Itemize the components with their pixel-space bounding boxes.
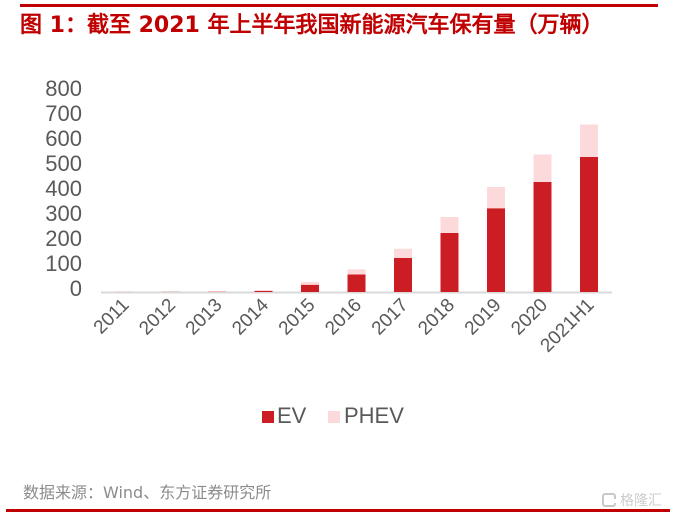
x-tick-label: 2017	[368, 295, 413, 340]
data-source-note: 数据来源：Wind、东方证券研究所	[23, 483, 272, 502]
bar-phev-2016	[347, 269, 366, 275]
y-tick-label: 200	[45, 226, 82, 251]
x-tick-label: 2015	[275, 295, 320, 340]
x-tick-label: 2011	[90, 295, 134, 339]
chart-title: 图 1：截至 2021 年上半年我国新能源汽车保有量（万辆）	[20, 13, 604, 38]
y-tick-label: 600	[45, 126, 82, 151]
legend-phev-label: PHEV	[344, 403, 404, 428]
bar-phev-2015	[301, 282, 319, 285]
bar-ev-2014	[254, 291, 273, 292]
bar-ev-2020	[533, 182, 552, 292]
bar-phev-2020	[533, 154, 552, 182]
x-tick-label: 2016	[321, 295, 366, 340]
legend: EV PHEV	[262, 403, 404, 428]
bar-phev-2018	[440, 217, 459, 233]
y-tick-label: 100	[45, 251, 82, 276]
legend-ev-label: EV	[277, 403, 307, 428]
bar-ev-2019	[487, 208, 505, 292]
y-tick-label: 400	[45, 176, 82, 201]
x-tick-label: 2018	[414, 295, 459, 340]
bar-phev-2014	[254, 290, 273, 291]
bar-phev-2021H1	[580, 124, 598, 157]
y-tick-label: 500	[45, 151, 82, 176]
bar-ev-2021H1	[580, 157, 598, 292]
bar-phev-2017	[394, 248, 412, 258]
y-tick-label: 700	[45, 101, 82, 126]
bar-ev-2018	[440, 233, 459, 292]
bar-phev-2019	[487, 187, 505, 209]
legend-ev-swatch	[262, 411, 274, 423]
x-tick-label: 2012	[135, 295, 180, 340]
x-axis-ticks: 2011 2012 2013 2014 2015 2016 2017 2018 2019 2020…	[90, 294, 599, 356]
watermark-text: 格隆汇	[620, 493, 662, 509]
bar-ev-2017	[394, 258, 412, 292]
bar-ev-2015	[301, 284, 319, 292]
watermark: 格隆汇	[602, 490, 662, 510]
y-tick-label: 800	[45, 76, 82, 101]
watermark-logo-icon	[602, 493, 616, 507]
legend-phev-swatch	[328, 411, 340, 423]
x-tick-label: 2013	[182, 295, 227, 340]
bar-ev-2016	[347, 274, 366, 292]
x-tick-label: 2019	[461, 295, 506, 340]
bars	[115, 124, 598, 292]
x-tick-label: 2014	[228, 294, 273, 339]
y-tick-label: 0	[70, 276, 82, 301]
top-rule	[20, 4, 658, 7]
bottom-rule	[6, 509, 670, 512]
y-tick-label: 300	[45, 201, 82, 226]
